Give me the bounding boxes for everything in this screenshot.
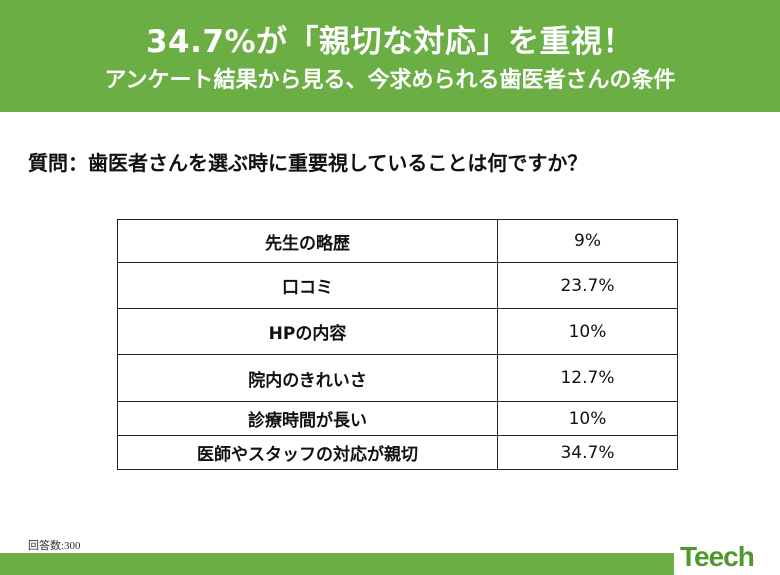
table-row: HPの内容 10%	[117, 308, 678, 355]
table-row: 医師やスタッフの対応が親切 34.7%	[117, 435, 678, 470]
table-row: 院内のきれいさ 12.7%	[117, 354, 678, 402]
row-value: 9%	[497, 219, 678, 263]
row-label: 院内のきれいさ	[117, 354, 498, 402]
results-table: 先生の略歴 9% 口コミ 23.7% HPの内容 10% 院内のきれいさ 12.…	[117, 219, 678, 470]
table-row: 口コミ 23.7%	[117, 262, 678, 309]
row-label: HPの内容	[117, 308, 498, 355]
response-count: 回答数:300	[28, 540, 81, 552]
page-title: 34.7%が「親切な対応」を重視！	[145, 24, 635, 60]
page-subtitle: アンケート結果から見る、今求められる歯医者さんの条件	[104, 68, 676, 93]
row-value: 10%	[497, 401, 678, 436]
logo-text: Teech	[680, 541, 755, 572]
table-row: 診療時間が長い 10%	[117, 401, 678, 436]
row-label: 口コミ	[117, 262, 498, 309]
row-label: 医師やスタッフの対応が親切	[117, 435, 498, 470]
header-banner: 34.7%が「親切な対応」を重視！ アンケート結果から見る、今求められる歯医者さ…	[0, 0, 780, 112]
row-value: 23.7%	[497, 262, 678, 309]
row-value: 10%	[497, 308, 678, 355]
survey-question: 質問：歯医者さんを選ぶ時に重要視していることは何ですか？	[28, 151, 588, 175]
row-value: 12.7%	[497, 354, 678, 402]
row-label: 診療時間が長い	[117, 401, 498, 436]
row-value: 34.7%	[497, 435, 678, 470]
footer-bar	[0, 553, 780, 575]
teech-logo: Teech	[674, 541, 780, 575]
table-row: 先生の略歴 9%	[117, 219, 678, 263]
row-label: 先生の略歴	[117, 219, 498, 263]
